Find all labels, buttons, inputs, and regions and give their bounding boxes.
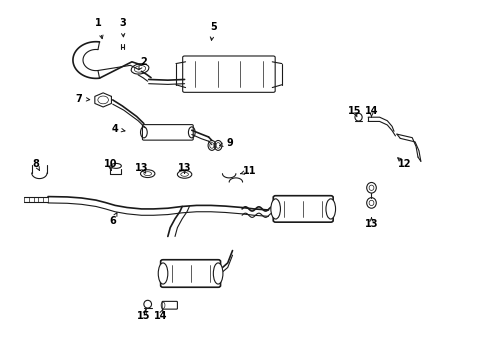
Text: 14: 14 — [364, 106, 378, 116]
Text: 15: 15 — [137, 311, 150, 321]
Text: 3: 3 — [119, 18, 125, 28]
Text: 13: 13 — [364, 219, 378, 229]
Text: 13: 13 — [134, 163, 148, 173]
Text: 4: 4 — [111, 124, 118, 134]
Text: 12: 12 — [397, 159, 411, 169]
Text: 14: 14 — [154, 311, 167, 321]
Text: 6: 6 — [109, 216, 116, 226]
Text: 7: 7 — [76, 94, 82, 104]
Ellipse shape — [158, 263, 167, 284]
Text: 1: 1 — [95, 18, 102, 28]
Text: 11: 11 — [242, 166, 256, 176]
Text: 2: 2 — [140, 57, 147, 67]
Text: 13: 13 — [178, 163, 191, 173]
Ellipse shape — [213, 263, 223, 284]
Ellipse shape — [325, 199, 335, 219]
Text: 10: 10 — [103, 159, 117, 169]
Text: 9: 9 — [226, 138, 233, 148]
Text: 8: 8 — [33, 159, 40, 169]
Text: 15: 15 — [347, 106, 361, 116]
Text: 5: 5 — [209, 22, 216, 32]
Ellipse shape — [270, 199, 280, 219]
